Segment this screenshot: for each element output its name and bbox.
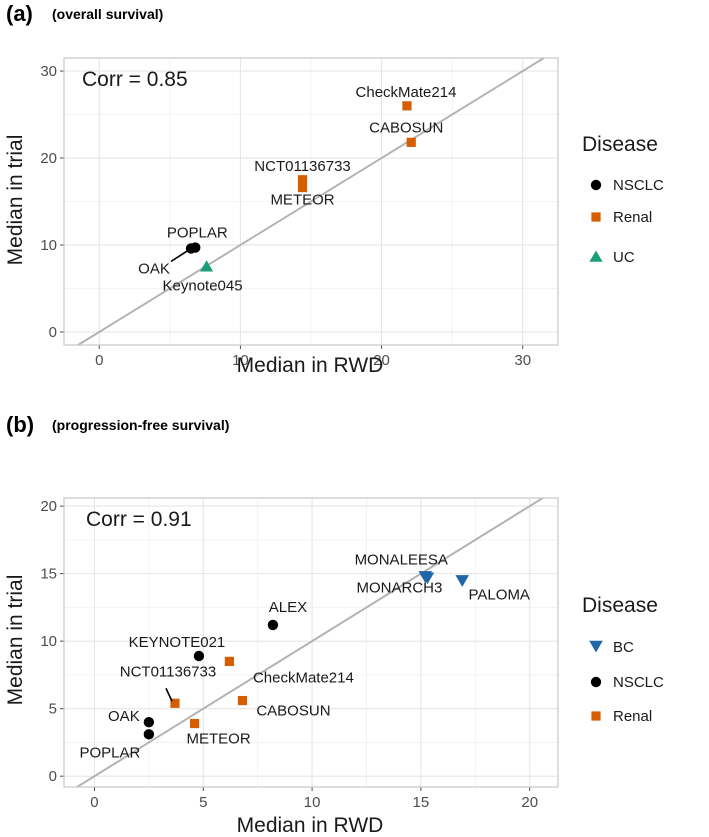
point-checkmate214 (224, 656, 234, 667)
point-label-cabosun: CABOSUN (369, 119, 443, 136)
x-tick-label: 15 (413, 794, 430, 811)
y-tick-label: 20 (40, 498, 57, 515)
point-paloma (455, 575, 470, 587)
panel-b-title: (progression-free survival) (52, 417, 229, 433)
point-keynote045 (199, 260, 214, 272)
plot-border (63, 497, 559, 788)
point-meteor (297, 182, 308, 193)
x-tick-label: 10 (304, 794, 321, 811)
x-tick-label: 5 (199, 794, 207, 811)
point-label-paloma: PALOMA (469, 586, 530, 603)
legend-label-renal: Renal (613, 708, 652, 725)
panel-b-plot-area: 0 5 10 15 20 0 5 10 15 20 MONALEESA MONARCH3 PALOMA A… (40, 497, 559, 811)
point-label-meteor: METEOR (270, 192, 334, 209)
y-tick-label: 20 (40, 150, 57, 167)
point-label-nct01136733: NCT01136733 (254, 158, 350, 175)
y-tick-label: 10 (40, 237, 57, 254)
x-tick-label: 20 (373, 352, 390, 369)
panel-a-letter: (a) (6, 1, 33, 26)
y-tick-label: 0 (49, 768, 57, 785)
legend-key-nsclc (590, 676, 602, 688)
point-cabosun (406, 137, 416, 147)
panel-a-y-axis-title: Median in trial (4, 135, 27, 266)
x-tick-label: 10 (232, 352, 249, 369)
panel-a-legend: Disease NSCLC Renal UC (582, 133, 664, 266)
point-label-oak: OAK (108, 708, 140, 725)
panel-b-legend-title: Disease (582, 594, 658, 617)
identity-line (77, 57, 545, 346)
panel-b-progression-free-survival: (b) (progression-free survival) 0 5 10 15 20… (4, 412, 664, 837)
legend-label-uc: UC (613, 249, 635, 266)
point-label-keynote021: KEYNOTE021 (129, 634, 226, 651)
x-tick-label: 0 (90, 794, 98, 811)
x-tick-label: 20 (521, 794, 538, 811)
point-label-checkmate214: CheckMate214 (356, 84, 457, 101)
point-meteor (189, 718, 200, 729)
y-tick-label: 10 (40, 633, 57, 650)
point-label-alex: ALEX (269, 599, 307, 616)
point-label-nct01136733: NCT01136733 (120, 663, 216, 680)
panel-b-legend: Disease BC NSCLC Renal (582, 594, 664, 725)
legend-key-renal (591, 212, 601, 222)
legend-label-renal: Renal (613, 209, 652, 226)
panel-a-plot-area: 0 10 20 30 0 10 20 30 CheckMate214 CABOSUN NCT0113… (40, 57, 559, 369)
point-label-monaleesa: MONALEESA (355, 551, 448, 568)
y-tick-label: 5 (49, 701, 57, 718)
panel-b-y-axis-title: Median in trial (4, 575, 27, 706)
x-tick-label: 30 (514, 352, 531, 369)
legend-key-nsclc (590, 179, 602, 191)
legend-key-uc (589, 250, 603, 262)
panel-b-letter: (b) (6, 412, 34, 437)
y-tick-label: 30 (40, 63, 57, 80)
point-label-poplar: POPLAR (79, 744, 140, 761)
y-tick-label: 15 (40, 566, 57, 583)
point-nct01136733 (170, 698, 180, 708)
point-label-cabosun: CABOSUN (256, 703, 330, 720)
label-leader-nct01136733 (165, 687, 173, 702)
panel-a-legend-title: Disease (582, 133, 658, 156)
point-label-monarch3: MONARCH3 (357, 580, 443, 597)
point-oak (185, 243, 197, 254)
point-label-poplar: POPLAR (167, 225, 228, 242)
point-label-meteor: METEOR (186, 731, 250, 748)
identity-line (76, 497, 544, 788)
point-oak (143, 716, 155, 728)
point-checkmate214 (402, 101, 412, 111)
panel-a-title: (overall survival) (52, 6, 163, 22)
point-label-oak: OAK (138, 260, 170, 277)
legend-label-nsclc: NSCLC (613, 177, 664, 194)
point-nct01136733 (297, 175, 308, 185)
y-tick-label: 0 (49, 324, 57, 341)
legend-label-bc: BC (613, 639, 634, 656)
plot-border (63, 57, 559, 346)
panel-b-correlation: Corr = 0.91 (86, 508, 192, 531)
point-monarch3 (420, 572, 435, 585)
legend-label-nsclc: NSCLC (613, 674, 664, 691)
point-cabosun (237, 695, 248, 706)
legend-key-bc (589, 640, 603, 653)
point-keynote021 (193, 650, 205, 662)
panel-a-x-axis-title: Median in RWD (237, 354, 384, 377)
point-poplar (143, 729, 155, 740)
panel-b-x-axis-title: Median in RWD (237, 814, 384, 837)
point-label-checkmate214: CheckMate214 (253, 669, 354, 686)
x-tick-label: 0 (95, 352, 103, 369)
label-leader-oak (170, 249, 189, 263)
panel-a-correlation: Corr = 0.85 (82, 68, 188, 91)
point-label-keynote045: Keynote045 (163, 278, 243, 295)
point-alex (267, 619, 279, 631)
panel-a-overall-survival: (a) (overall survival) 0 10 20 30 0 10 20 30 Che… (4, 1, 664, 377)
legend-key-renal (591, 711, 601, 721)
